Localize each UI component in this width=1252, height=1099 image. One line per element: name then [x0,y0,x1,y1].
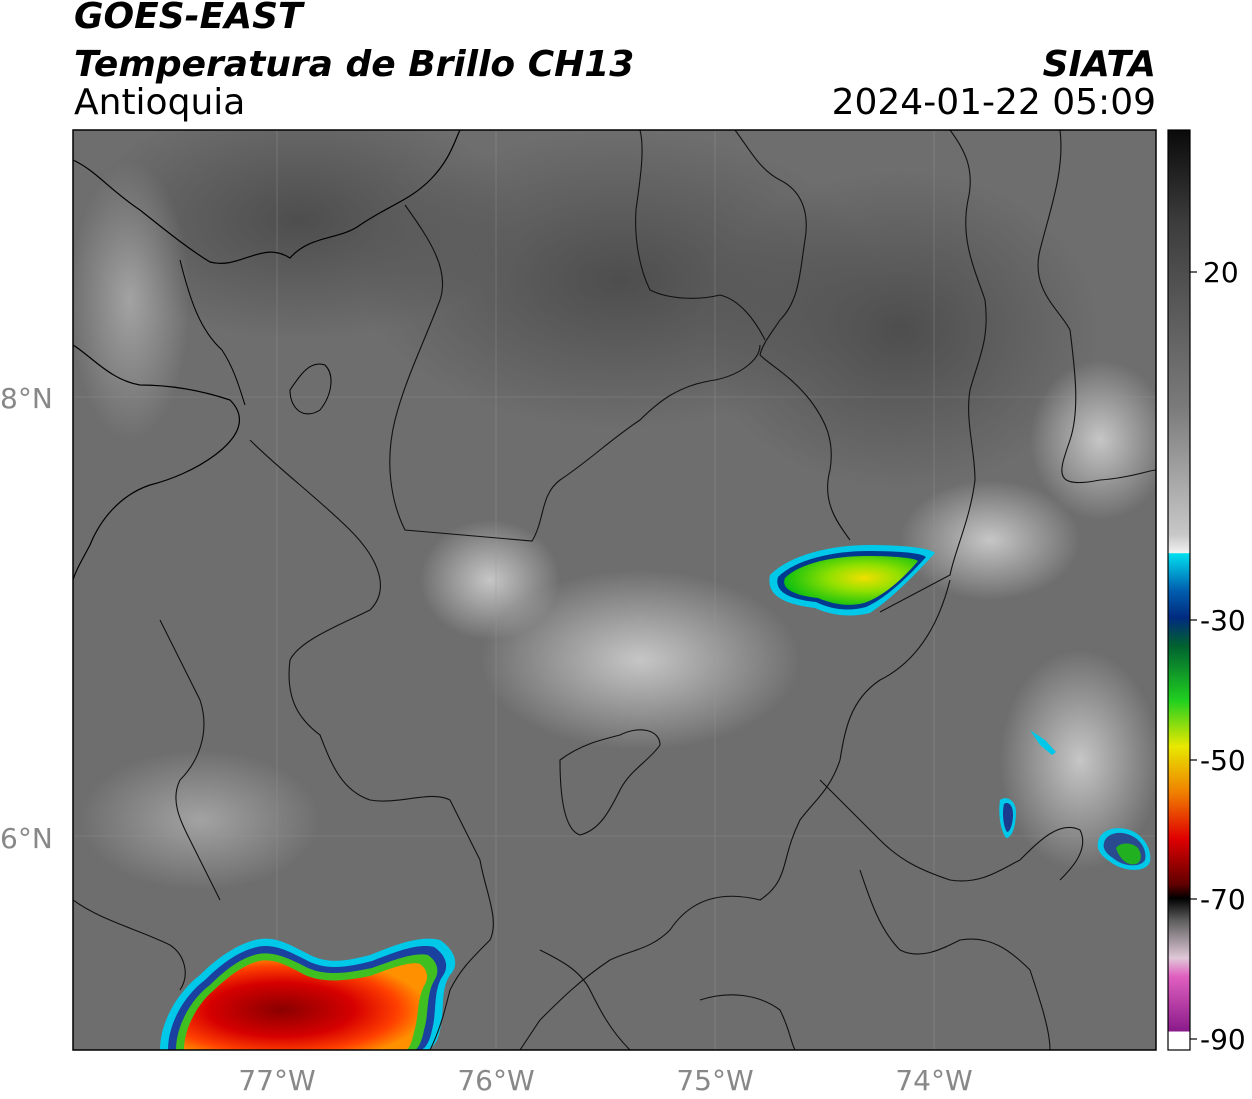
colorbar-gradient [1167,129,1191,1051]
department-boundary [699,994,796,1050]
dark-cloud-region [700,170,1100,490]
department-boundary [249,439,494,1050]
light-cloud-region [900,480,1080,600]
map-frame [72,129,1157,1051]
colorbar-tick-label: -90 [1200,1023,1246,1056]
department-boundary [389,204,761,542]
river [179,259,246,406]
department-boundary [519,579,951,1050]
light-cloud-region [1000,650,1156,870]
boundaries [73,130,1156,1050]
lon-label: 74°W [895,1064,972,1097]
lon-label: 77°W [238,1064,315,1097]
department-boundary [734,130,851,541]
product-title: Temperatura de Brillo CH13 [74,44,635,85]
lat-label: 8°N [0,382,53,415]
gridlines [73,130,1156,1050]
storm-cell-core [784,556,918,605]
coastline [73,130,461,264]
lon-label: 76°W [457,1064,534,1097]
municipality-boundary [559,729,661,836]
storm-cell-core [1116,843,1141,865]
department-boundary [73,899,186,991]
department-boundary [879,130,987,613]
region-title: Antioquia [74,82,246,123]
department-boundary [859,869,1051,1050]
map-area [73,130,1156,1050]
colorbar-tick-label: -50 [1200,744,1246,777]
light-cloud-region [80,750,320,890]
department-boundary [819,779,1084,882]
satellite-title: GOES-EAST [74,0,303,37]
datetime-title: 2024-01-22 05:09 [831,82,1156,123]
lon-label: 75°W [676,1064,753,1097]
lat-label: 6°N [0,822,53,855]
colorbar: 20 -30 -50 -70 -90 [1167,129,1246,1056]
light-cloud-region [420,520,560,640]
light-cloud-region [1030,360,1156,520]
department-boundary [1037,130,1156,484]
colorbar-tick-label: -30 [1200,604,1246,637]
coastline [73,344,241,581]
storm-cell-core [184,960,428,1050]
department-boundary [159,619,221,901]
colorbar-tick-label: -70 [1200,883,1246,916]
colorbar-tick-label: 20 [1203,256,1239,289]
department-boundary [539,949,631,1050]
gulf-outline [289,363,332,415]
organization-title: SIATA [1042,44,1156,85]
light-cloud-region [480,570,800,750]
storm-cell-blue-band [1003,803,1013,832]
storm-cell-cyan-edge [1030,730,1056,755]
light-cloud-region [73,160,190,440]
department-boundary [635,130,766,341]
